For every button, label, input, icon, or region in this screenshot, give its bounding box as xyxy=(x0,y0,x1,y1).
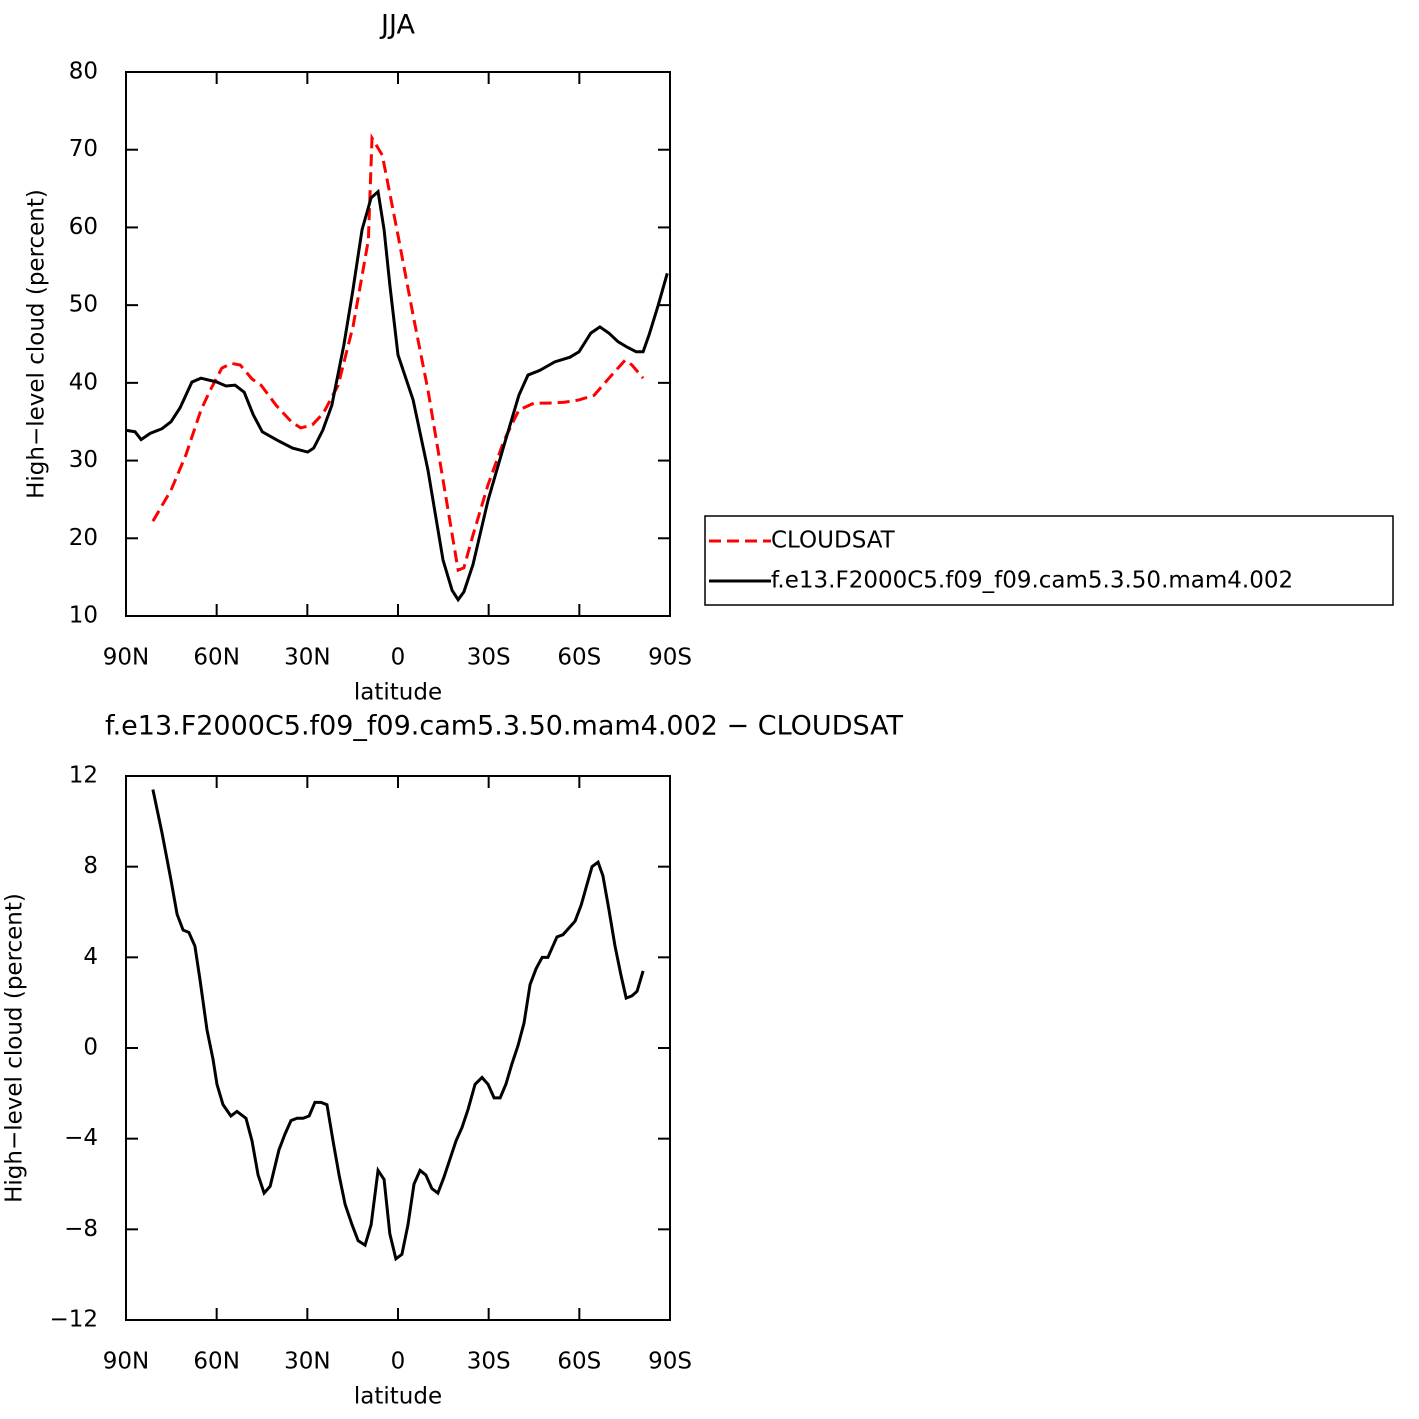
x-tick-label: 90S xyxy=(648,645,692,671)
x-tick-label: 60S xyxy=(557,645,601,671)
x-axis-label: latitude xyxy=(354,680,442,706)
chart-title: f.e13.F2000C5.f09_f09.cam5.3.50.mam4.002… xyxy=(105,711,903,742)
x-tick-label: 30N xyxy=(284,1349,330,1375)
x-tick-label: 30N xyxy=(284,645,330,671)
plot-frame xyxy=(125,775,671,1321)
y-tick-label: 60 xyxy=(69,214,98,240)
y-tick-label: 8 xyxy=(83,853,98,879)
x-tick-label: 30S xyxy=(467,1349,511,1375)
legend-label: f.e13.F2000C5.f09_f09.cam5.3.50.mam4.002 xyxy=(771,568,1293,594)
y-tick-label: 40 xyxy=(69,369,98,395)
x-tick-label: 90S xyxy=(648,1349,692,1375)
y-tick-label: 70 xyxy=(69,136,98,162)
data-line xyxy=(151,132,645,573)
y-tick-label: −4 xyxy=(64,1125,98,1151)
x-tick-label: 60N xyxy=(193,1349,239,1375)
y-tick-label: 50 xyxy=(69,292,98,318)
y-tick-label: −8 xyxy=(64,1216,98,1242)
chart-title: JJA xyxy=(379,10,415,41)
y-tick-label: 12 xyxy=(69,763,98,789)
x-tick-label: 90N xyxy=(103,1349,149,1375)
x-tick-label: 60S xyxy=(557,1349,601,1375)
y-tick-label: 10 xyxy=(69,603,98,629)
x-axis-label: latitude xyxy=(354,1384,442,1410)
x-tick-label: 30S xyxy=(467,645,511,671)
y-tick-label: 4 xyxy=(83,944,98,970)
legend-label: CLOUDSAT xyxy=(771,528,896,554)
data-line xyxy=(125,188,669,603)
y-tick-label: 20 xyxy=(69,525,98,551)
legend-box xyxy=(704,515,1394,606)
y-tick-label: 30 xyxy=(69,447,98,473)
y-tick-label: −12 xyxy=(49,1307,98,1333)
x-tick-label: 90N xyxy=(103,645,149,671)
y-axis-label: High−level cloud (percent) xyxy=(2,893,28,1203)
data-line xyxy=(151,789,645,1262)
y-tick-label: 0 xyxy=(83,1035,98,1061)
x-tick-label: 60N xyxy=(193,645,239,671)
x-tick-label: 0 xyxy=(391,1349,406,1375)
x-tick-label: 0 xyxy=(391,645,406,671)
y-axis-label: High−level cloud (percent) xyxy=(24,189,50,499)
y-tick-label: 80 xyxy=(69,59,98,85)
